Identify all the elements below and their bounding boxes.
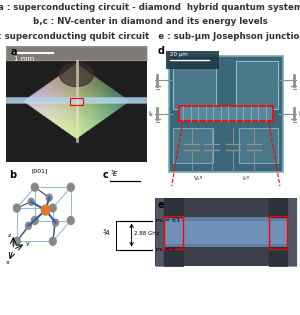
Text: i₁: i₁ (298, 111, 300, 117)
Text: b,c : NV-center in diamond and its energy levels: b,c : NV-center in diamond and its energ… (33, 17, 267, 26)
Text: $^3\!A$: $^3\!A$ (102, 227, 110, 238)
Text: i₂: i₂ (148, 111, 153, 117)
Bar (169, 56, 283, 172)
Text: c: c (103, 169, 109, 180)
Bar (268, 216, 287, 249)
Bar (164, 217, 287, 247)
Circle shape (26, 222, 32, 229)
Text: d: d (157, 46, 164, 55)
Bar (179, 106, 273, 121)
Bar (166, 51, 219, 69)
Bar (173, 128, 213, 163)
Text: 2.88 GHz: 2.88 GHz (134, 231, 159, 236)
Circle shape (32, 183, 38, 191)
Text: y: y (26, 242, 30, 246)
Text: 1 mm: 1 mm (14, 56, 35, 62)
Bar (238, 128, 278, 163)
Text: x: x (6, 260, 10, 265)
Text: e: e (157, 200, 164, 210)
Text: $^3\!E$: $^3\!E$ (110, 169, 118, 180)
Text: mₛ = ±1: mₛ = ±1 (156, 218, 179, 223)
Text: mₛ = 0: mₛ = 0 (156, 247, 175, 252)
Circle shape (14, 237, 20, 245)
Text: d : superconducting qubit circuit   e : sub-μm Josephson junctions: d : superconducting qubit circuit e : su… (0, 32, 300, 41)
Bar (236, 61, 278, 109)
Circle shape (50, 237, 56, 245)
Text: 20 μm: 20 μm (170, 52, 188, 57)
Text: b: b (9, 169, 16, 180)
Text: Vₛᵍ: Vₛᵍ (194, 176, 203, 181)
Circle shape (32, 216, 38, 225)
Text: z: z (8, 233, 11, 238)
Circle shape (14, 204, 20, 212)
Circle shape (68, 183, 74, 191)
Bar (70, 98, 83, 105)
Text: Iₛᵍ: Iₛᵍ (242, 176, 249, 181)
Circle shape (46, 194, 52, 201)
Bar (164, 216, 183, 249)
Circle shape (68, 216, 74, 225)
Circle shape (28, 198, 34, 205)
Text: [001]: [001] (32, 169, 49, 174)
Circle shape (50, 204, 56, 212)
Bar (164, 221, 287, 244)
Bar (173, 61, 216, 109)
Text: a: a (10, 47, 17, 57)
Text: a : superconducting circuit - diamond  hybrid quantum system: a : superconducting circuit - diamond hy… (0, 3, 300, 12)
Circle shape (41, 205, 50, 215)
Circle shape (52, 219, 59, 226)
Polygon shape (60, 63, 93, 86)
